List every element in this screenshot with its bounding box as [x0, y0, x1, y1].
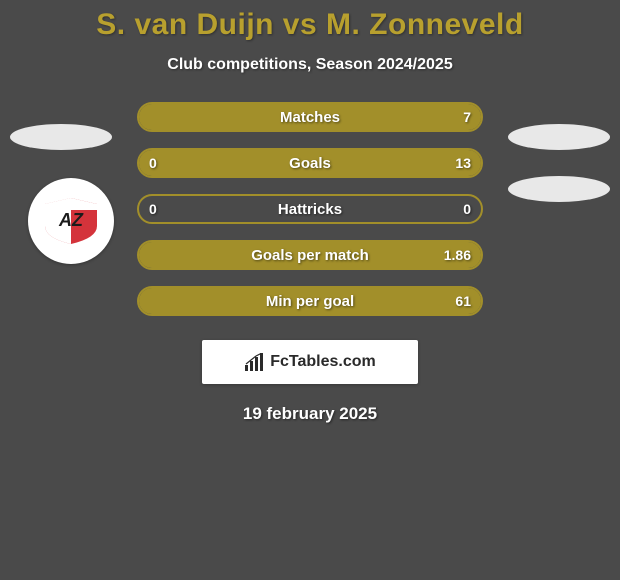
club-badge-left: AZ — [28, 178, 114, 264]
stat-row: Matches 7 — [137, 102, 483, 132]
date-label: 19 february 2025 — [0, 404, 620, 424]
stat-value-right: 1.86 — [434, 242, 481, 268]
player-left-silhouette — [10, 124, 112, 150]
subtitle: Club competitions, Season 2024/2025 — [0, 56, 620, 74]
stat-row: Min per goal 61 — [137, 286, 483, 316]
comparison-card: S. van Duijn vs M. Zonneveld Club compet… — [0, 0, 620, 580]
fctables-badge[interactable]: FcTables.com — [202, 340, 418, 384]
player-right-silhouette — [508, 124, 610, 150]
stat-value-right: 7 — [453, 104, 481, 130]
stat-row: Goals per match 1.86 — [137, 240, 483, 270]
stat-label: Goals — [139, 150, 481, 176]
svg-text:AZ: AZ — [58, 210, 84, 230]
stat-row: 0 Goals 13 — [137, 148, 483, 178]
club-right-silhouette — [508, 176, 610, 202]
az-logo-icon: AZ — [43, 198, 99, 244]
stat-label: Goals per match — [139, 242, 481, 268]
bar-chart-icon — [244, 353, 264, 371]
stat-label: Hattricks — [139, 196, 481, 222]
stat-value-right: 0 — [453, 196, 481, 222]
stat-label: Min per goal — [139, 288, 481, 314]
page-title: S. van Duijn vs M. Zonneveld — [0, 8, 620, 42]
stat-label: Matches — [139, 104, 481, 130]
stat-row: 0 Hattricks 0 — [137, 194, 483, 224]
stats-rows: Matches 7 0 Goals 13 0 Hattricks 0 Goals… — [137, 102, 483, 316]
stat-value-right: 13 — [445, 150, 481, 176]
fctables-label: FcTables.com — [270, 353, 376, 371]
stat-value-right: 61 — [445, 288, 481, 314]
